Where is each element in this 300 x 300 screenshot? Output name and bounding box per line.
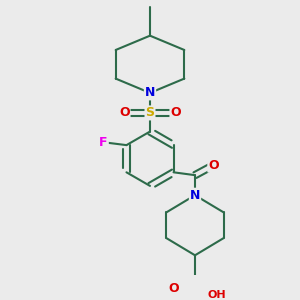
Text: S: S (146, 106, 154, 119)
Text: O: O (208, 159, 219, 172)
Text: N: N (145, 86, 155, 99)
Text: O: O (170, 106, 181, 119)
Text: N: N (190, 189, 200, 202)
Text: F: F (99, 136, 108, 149)
Text: O: O (168, 282, 179, 295)
Text: OH: OH (207, 290, 226, 300)
Text: O: O (119, 106, 130, 119)
